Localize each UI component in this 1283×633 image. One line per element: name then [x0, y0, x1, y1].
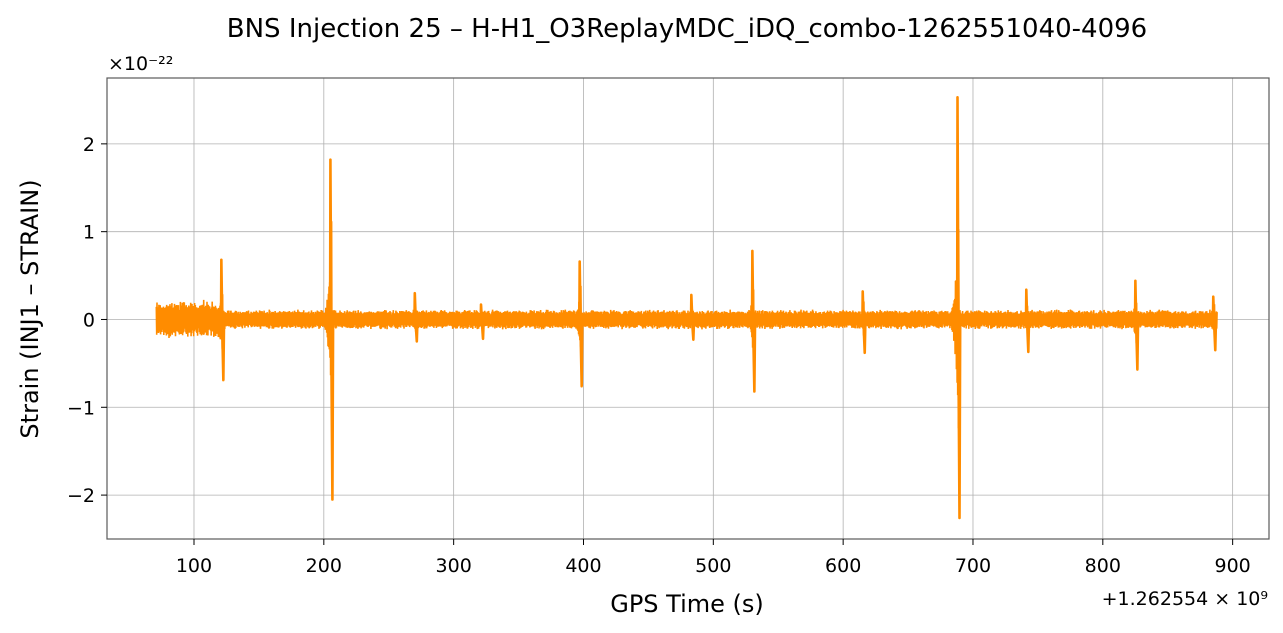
x-tick-label: 400: [565, 555, 601, 577]
x-tick-label: 200: [306, 555, 342, 577]
glitch-spike: [1211, 295, 1218, 352]
x-offset-label: +1.262554 × 10⁹: [1102, 588, 1268, 610]
y-scale-label: ×10⁻²²: [108, 53, 173, 75]
grid-lines: [107, 78, 1269, 539]
y-axis-label: Strain (INJ1 – STRAIN): [16, 179, 44, 438]
glitch-spike: [479, 303, 486, 341]
glitch-spike: [578, 260, 584, 388]
x-tick-label: 900: [1215, 555, 1251, 577]
y-tick-label: 1: [83, 222, 95, 244]
strain-trace: [155, 221, 1218, 429]
x-axis-label: GPS Time (s): [610, 590, 764, 618]
x-tick-label: 600: [825, 555, 861, 577]
x-tick-label: 700: [955, 555, 991, 577]
x-tick-label: 500: [695, 555, 731, 577]
y-tick-label: 0: [83, 309, 95, 331]
x-tick-label: 300: [436, 555, 472, 577]
series-strain: [155, 96, 1218, 520]
glitch-spike: [750, 249, 757, 393]
x-tick-label: 800: [1085, 555, 1121, 577]
y-tick-label: −2: [67, 485, 95, 507]
y-tick-label: −1: [67, 397, 95, 419]
glitch-spike: [955, 96, 962, 520]
glitch-spike: [1133, 279, 1140, 371]
plot-area-frame: [106, 77, 1270, 540]
glitch-spike: [1024, 288, 1031, 354]
chart-title: BNS Injection 25 – H-H1_O3ReplayMDC_iDQ_…: [227, 14, 1147, 44]
glitch-spike: [413, 291, 419, 343]
glitch-spike: [328, 158, 335, 501]
glitch-spike: [219, 258, 226, 382]
axis-ticks: 100 200 300 400 500 600 700 800 900 −2 −1 0 1 2: [67, 134, 1251, 577]
y-tick-label: 2: [83, 134, 95, 156]
x-tick-label: 100: [176, 555, 212, 577]
glitch-spike: [689, 293, 696, 341]
glitch-spike: [861, 290, 867, 355]
